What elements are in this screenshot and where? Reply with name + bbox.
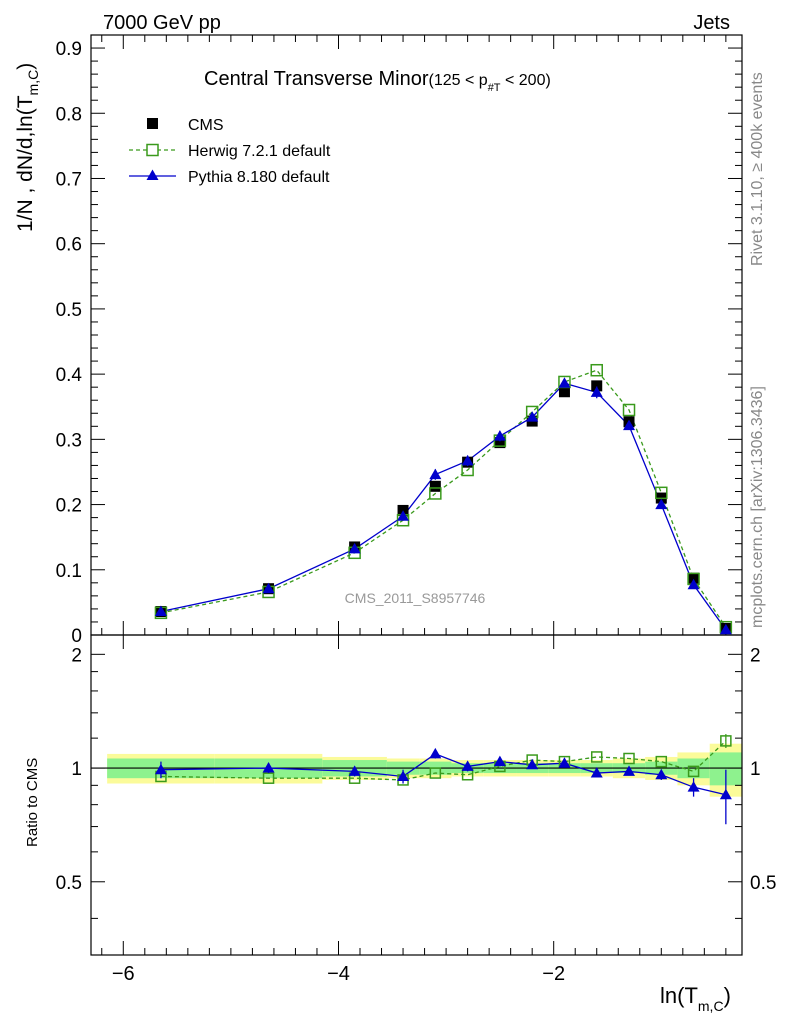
y-tick-label: 0.1 <box>56 561 82 582</box>
pythia-ratio-point <box>429 747 442 759</box>
mcplots-label: mcplots.cern.ch [arXiv:1306.3436] <box>749 386 766 628</box>
herwig-point <box>461 463 474 477</box>
pythia-point <box>154 605 167 617</box>
y-tick-label: 0.8 <box>56 104 82 125</box>
ratio-y-tick-label-right: 0.5 <box>750 873 776 894</box>
pythia-point <box>719 623 732 635</box>
pythia-point <box>558 377 571 388</box>
herwig-ratio-point <box>429 767 442 779</box>
ratio-y-tick-label: 2 <box>71 645 82 666</box>
chart-title: Central Transverse Minor(125 < p#T < 200… <box>204 68 551 94</box>
axes: −6 −4 −2 0 0.1 0.2 0.3 0.4 0.5 0.6 0.7 0.8 0.9 0.5 0.5… <box>56 34 776 985</box>
herwig-ratio-point <box>623 752 635 765</box>
cms-point <box>429 480 441 492</box>
series <box>154 363 733 635</box>
pythia-ratio-line <box>160 753 727 796</box>
y-tick-label: 0.4 <box>56 365 83 386</box>
pythia-point <box>429 468 442 480</box>
y-tick-label: 0 <box>71 626 82 647</box>
pythia-point <box>348 542 361 554</box>
ratio-frame <box>90 634 743 956</box>
y-tick-label: 0.2 <box>56 496 82 517</box>
pythia-ratio-point <box>461 760 474 771</box>
pythia-ratio-point <box>493 755 506 767</box>
pythia-ratio-point <box>719 788 732 800</box>
chart-title-cut-post: < 200) <box>501 72 551 89</box>
herwig-ratio-point <box>655 755 668 768</box>
y-axis-label-close: ) <box>14 63 37 70</box>
legend-marker-cms <box>147 118 158 129</box>
watermark: CMS_2011_S8957746 <box>345 590 486 606</box>
cms-point <box>558 386 570 398</box>
legend: CMS Herwig 7.2.1 default Pythia 8.180 de… <box>129 117 331 186</box>
legend-label-herwig: Herwig 7.2.1 default <box>188 143 331 160</box>
herwig-ratio-point <box>687 765 700 778</box>
cms-point <box>494 437 506 449</box>
pythia-ratio-point <box>262 762 275 773</box>
pythia-ratio-point <box>687 781 700 792</box>
herwig-point <box>429 487 442 500</box>
chart-title-cut-sub: #T <box>488 82 501 94</box>
cms-point <box>688 572 700 584</box>
pythia-ratio-point <box>655 768 668 780</box>
pythia-point <box>397 510 410 521</box>
y-tick-label: 0.7 <box>56 169 82 190</box>
chart-title-main: Central Transverse Minor <box>204 68 429 90</box>
legend-marker-pythia <box>146 169 159 180</box>
ratio-series <box>154 734 732 825</box>
pythia-point <box>590 386 603 397</box>
herwig-ratio-point <box>590 751 603 763</box>
x-axis-label: ln(Tm,C) <box>660 983 731 1014</box>
pythia-point <box>526 411 539 422</box>
uncertainty-bands <box>107 743 742 797</box>
y-tick-label: 0.3 <box>56 430 82 451</box>
pythia-point <box>623 419 636 431</box>
pythia-ratio-point <box>397 770 410 781</box>
y-tick-label: 0.6 <box>56 235 82 256</box>
herwig-ratio-point <box>262 772 275 784</box>
ratio-y-tick-label-right: 2 <box>750 645 761 666</box>
legend-label-cms: CMS <box>188 117 224 134</box>
ratio-y-tick-label: 1 <box>71 759 82 780</box>
herwig-ratio-point <box>720 735 732 747</box>
x-axis-label-sub: m,C <box>698 998 724 1014</box>
ratio-y-tick-label: 0.5 <box>56 873 82 894</box>
ratio-y-tick-label-right: 1 <box>750 759 761 780</box>
y-axis-label-main: 1/N , dN/d,ln(T <box>14 95 37 232</box>
pythia-point <box>493 430 506 441</box>
rivet-label: Rivet 3.1.10, ≥ 400k events <box>749 72 766 266</box>
pythia-point <box>655 498 668 510</box>
pythia-point <box>262 582 275 594</box>
header-right: Jets <box>693 12 730 34</box>
pythia-point <box>687 578 700 590</box>
x-axis-label-main: ln(T <box>660 983 698 1008</box>
x-tick-label: −2 <box>542 963 565 985</box>
legend-label-pythia: Pythia 8.180 default <box>188 169 330 186</box>
herwig-point <box>622 403 636 417</box>
legend-marker-herwig <box>146 143 159 157</box>
ratio-y-label: Ratio to CMS <box>24 758 41 847</box>
herwig-line <box>160 369 727 628</box>
pythia-ratio-point <box>623 765 636 776</box>
pythia-ratio-point <box>558 757 571 768</box>
pythia-ratio-point <box>590 767 603 778</box>
herwig-point <box>590 363 603 377</box>
pythia-ratio-point <box>526 758 539 770</box>
y-axis-label: 1/N , dN/d,ln(Tm,C) <box>14 63 41 232</box>
y-tick-label: 0.5 <box>56 300 82 321</box>
pythia-ratio-point <box>348 765 361 776</box>
herwig-point <box>655 486 668 500</box>
y-tick-label: 0.9 <box>56 39 82 60</box>
y-axis-label-sub: m,C <box>25 70 41 96</box>
chart-title-cut-pre: (125 < p <box>429 72 488 89</box>
x-tick-label: −6 <box>112 963 135 985</box>
header-left: 7000 GeV pp <box>103 12 221 34</box>
cms-point <box>591 380 603 392</box>
x-tick-label: −4 <box>327 963 350 985</box>
pythia-ratio-point <box>154 763 167 775</box>
x-axis-label-close: ) <box>724 983 731 1008</box>
pythia-point <box>461 454 474 466</box>
